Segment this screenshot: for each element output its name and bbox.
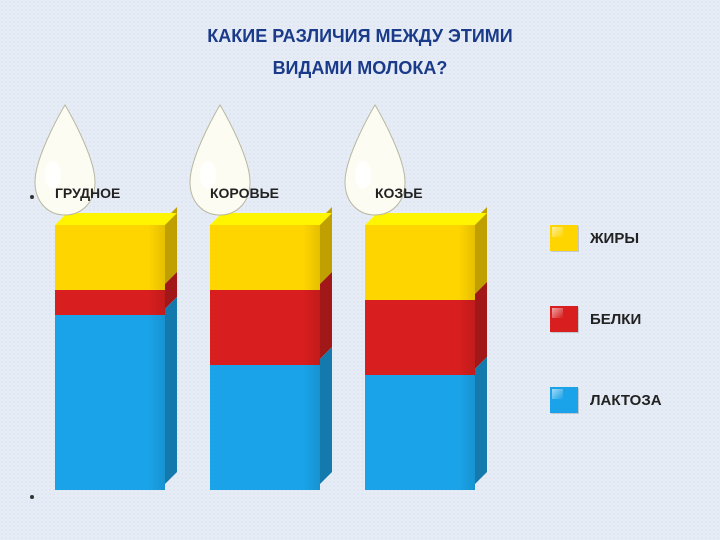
legend-swatch [550, 306, 578, 332]
segment-protein [365, 300, 475, 375]
segment-protein [55, 290, 165, 315]
bar-грудное [55, 225, 165, 490]
decorative-dot [30, 495, 34, 499]
title-line-2: ВИДАМИ МОЛОКА? [0, 52, 720, 84]
segment-protein [210, 290, 320, 365]
segment-lactose [55, 315, 165, 490]
milk-drop-icon [20, 100, 110, 220]
milk-drop-icon [330, 100, 420, 220]
bar-козье [365, 225, 475, 490]
milk-drop-icon [175, 100, 265, 220]
legend-label: ЛАКТОЗА [590, 392, 662, 409]
legend-label: ЖИРЫ [590, 230, 639, 247]
bar-label: КОЗЬЕ [375, 185, 423, 201]
segment-fat [365, 225, 475, 300]
bar-label: ГРУДНОЕ [55, 185, 120, 201]
legend-label: БЕЛКИ [590, 311, 641, 328]
legend-swatch [550, 387, 578, 413]
legend-swatch [550, 225, 578, 251]
chart-title: КАКИЕ РАЗЛИЧИЯ МЕЖДУ ЭТИМИ ВИДАМИ МОЛОКА… [0, 0, 720, 85]
bar-label: КОРОВЬЕ [210, 185, 279, 201]
legend-item: ЛАКТОЗА [550, 387, 690, 413]
legend: ЖИРЫ БЕЛКИ ЛАКТОЗА [550, 225, 690, 468]
legend-item: ЖИРЫ [550, 225, 690, 251]
segment-lactose [365, 375, 475, 490]
segment-lactose [210, 365, 320, 490]
title-line-1: КАКИЕ РАЗЛИЧИЯ МЕЖДУ ЭТИМИ [0, 20, 720, 52]
legend-item: БЕЛКИ [550, 306, 690, 332]
segment-fat [210, 225, 320, 290]
segment-fat [55, 225, 165, 290]
chart-area [45, 215, 515, 490]
bar-коровье [210, 225, 320, 490]
